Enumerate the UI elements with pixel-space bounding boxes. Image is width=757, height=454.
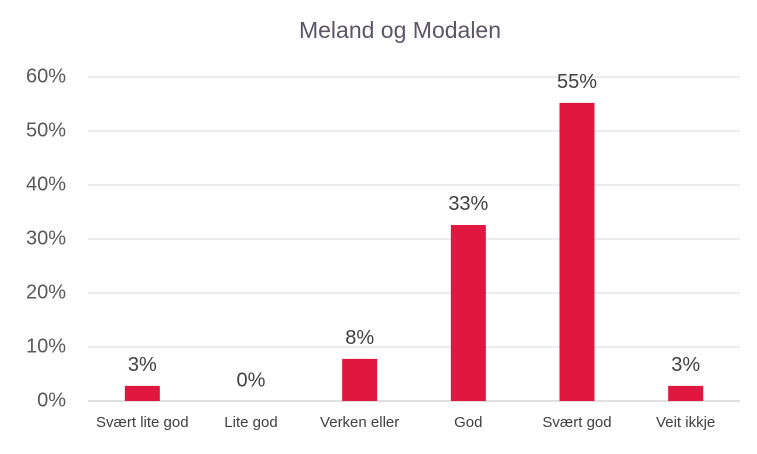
y-tick-label: 20% bbox=[26, 281, 66, 303]
x-tick-label: Svært god bbox=[542, 414, 612, 431]
x-tick-label: Lite god bbox=[224, 414, 278, 431]
data-label: 55% bbox=[557, 71, 597, 93]
x-tick-label: Verken eller bbox=[320, 414, 400, 431]
y-tick-label: 0% bbox=[37, 389, 66, 411]
data-label: 8% bbox=[345, 327, 374, 349]
bar bbox=[668, 385, 704, 401]
bar bbox=[559, 102, 595, 402]
y-tick-label: 40% bbox=[26, 173, 66, 195]
data-label: 3% bbox=[128, 354, 157, 376]
data-label: 3% bbox=[671, 354, 700, 376]
data-label: 33% bbox=[448, 193, 488, 215]
x-tick-label: Veit ikkje bbox=[656, 414, 716, 431]
chart-title: Meland og Modalen bbox=[299, 17, 501, 43]
y-tick-label: 10% bbox=[26, 335, 66, 357]
y-tick-label: 50% bbox=[26, 119, 66, 141]
bar bbox=[124, 385, 160, 401]
bar bbox=[450, 224, 486, 401]
y-tick-label: 30% bbox=[26, 227, 66, 249]
x-tick-label: Svært lite god bbox=[96, 414, 189, 431]
bar bbox=[342, 358, 378, 401]
data-label: 0% bbox=[237, 369, 266, 391]
y-tick-label: 60% bbox=[26, 65, 66, 87]
x-tick-label: God bbox=[454, 414, 483, 431]
